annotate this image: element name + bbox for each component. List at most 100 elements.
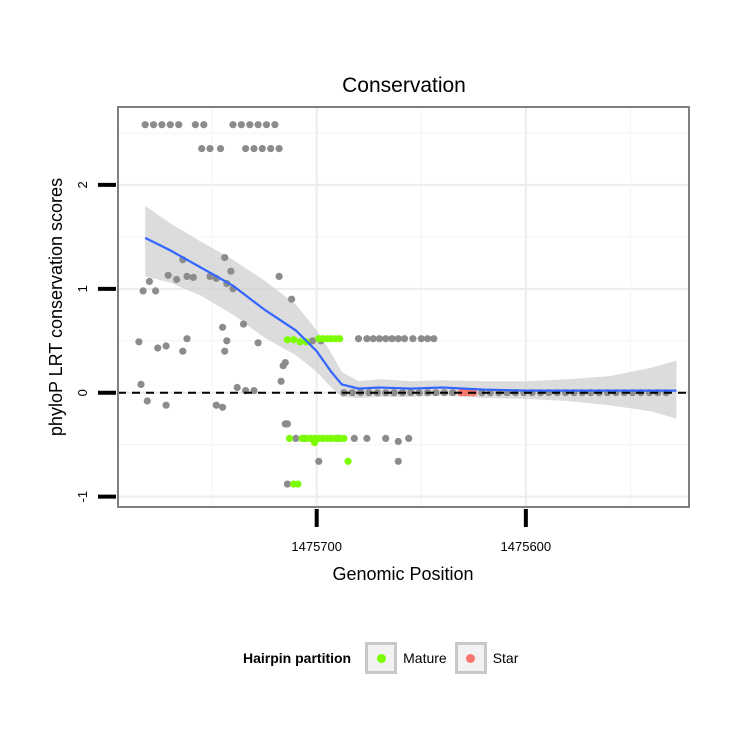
data-point-other xyxy=(200,121,208,129)
data-point-other xyxy=(206,145,214,153)
data-point-other xyxy=(394,335,402,343)
data-point-other xyxy=(409,335,417,343)
data-point-mature xyxy=(285,434,294,442)
data-point-other xyxy=(267,145,275,153)
data-point-other xyxy=(363,434,371,442)
data-point-other xyxy=(363,335,371,343)
data-point-other xyxy=(486,389,494,397)
star-dot-icon xyxy=(466,653,476,663)
data-point-other xyxy=(417,335,425,343)
data-point-other xyxy=(400,335,409,343)
data-point-other xyxy=(375,335,383,343)
data-point-other xyxy=(390,389,398,397)
x-tick-label: 1475600 xyxy=(501,539,552,554)
data-point-other xyxy=(478,389,486,397)
panel-border xyxy=(117,106,690,508)
x-axis-label: Genomic Position xyxy=(332,564,473,584)
data-point-other xyxy=(365,389,373,397)
data-point-other xyxy=(275,145,283,153)
data-point-other xyxy=(348,389,356,397)
data-point-other xyxy=(183,272,191,280)
axes: -1 0 1 2 1475700 1475600 xyxy=(75,181,551,554)
data-point-other xyxy=(250,387,258,395)
data-point-other xyxy=(219,323,227,331)
confidence-band-layer xyxy=(145,205,677,419)
data-point-other xyxy=(229,121,237,129)
data-point-other xyxy=(271,121,279,129)
data-point-other xyxy=(223,337,231,345)
y-tick-label: 2 xyxy=(75,181,90,188)
data-point-other xyxy=(432,389,440,397)
data-point-other xyxy=(191,121,199,129)
chart-title: Conservation xyxy=(342,74,466,97)
data-point-other xyxy=(152,287,160,295)
data-point-mature xyxy=(336,335,344,343)
mature-dot-icon xyxy=(376,653,386,663)
data-point-other xyxy=(279,362,287,370)
data-point-other xyxy=(137,380,145,388)
y-axis-label: phyloP LRT conservation scores xyxy=(46,178,66,436)
y-tick-label: 1 xyxy=(75,285,90,292)
data-point-mature xyxy=(340,434,348,442)
data-point-other xyxy=(219,403,227,411)
data-point-other xyxy=(227,267,235,275)
data-point-other xyxy=(254,339,262,347)
x-tick-label: 1475700 xyxy=(291,539,342,554)
data-point-other xyxy=(242,145,250,153)
data-point-other xyxy=(246,121,254,129)
legend-title: Hairpin partition xyxy=(243,650,352,666)
data-point-other xyxy=(162,342,170,350)
data-point-other xyxy=(394,457,402,465)
data-point-other xyxy=(407,389,415,397)
data-point-other xyxy=(198,145,206,153)
data-point-other xyxy=(288,295,296,303)
legend-key-mature xyxy=(365,642,398,674)
data-point-other xyxy=(388,335,396,343)
data-point-other xyxy=(150,121,158,129)
data-point-mature xyxy=(283,336,291,344)
data-point-other xyxy=(382,434,390,442)
data-point-other xyxy=(145,277,153,286)
data-point-other xyxy=(277,377,285,385)
data-point-other xyxy=(162,401,170,409)
legend-label-star: Star xyxy=(492,650,519,666)
data-point-mature xyxy=(294,480,302,488)
data-point-other xyxy=(158,121,166,129)
data-point-other xyxy=(189,273,197,281)
data-point-other xyxy=(221,254,229,262)
data-point-other xyxy=(183,335,191,343)
data-point-other xyxy=(139,287,147,295)
data-point-other xyxy=(281,420,289,428)
data-point-other xyxy=(394,437,402,446)
confidence-band xyxy=(145,205,677,419)
legend-label-mature: Mature xyxy=(403,650,447,666)
smooth-line xyxy=(144,236,677,392)
data-point-other xyxy=(258,145,266,153)
data-point-other xyxy=(369,335,377,343)
data-point-other xyxy=(216,145,225,153)
data-point-other xyxy=(292,434,300,442)
data-point-other xyxy=(254,121,262,129)
data-point-other xyxy=(141,121,149,129)
data-point-other xyxy=(350,434,358,442)
data-point-other xyxy=(212,401,220,409)
data-point-other xyxy=(143,397,151,405)
data-point-other xyxy=(164,271,172,279)
data-point-mature xyxy=(296,338,304,346)
data-point-mature xyxy=(311,439,319,447)
data-point-other xyxy=(173,275,181,284)
data-point-other xyxy=(154,344,162,352)
data-point-other xyxy=(430,335,438,343)
data-point-other xyxy=(308,337,317,345)
data-point-other xyxy=(135,338,143,346)
data-point-mature xyxy=(290,336,298,344)
data-point-other xyxy=(221,347,229,355)
data-point-other xyxy=(262,121,271,129)
data-point-other xyxy=(449,389,457,397)
data-point-other xyxy=(382,335,390,343)
data-point-other xyxy=(283,480,291,488)
panel-background xyxy=(118,107,689,507)
data-point-other xyxy=(250,145,258,153)
y-tick-label: -1 xyxy=(75,491,90,503)
